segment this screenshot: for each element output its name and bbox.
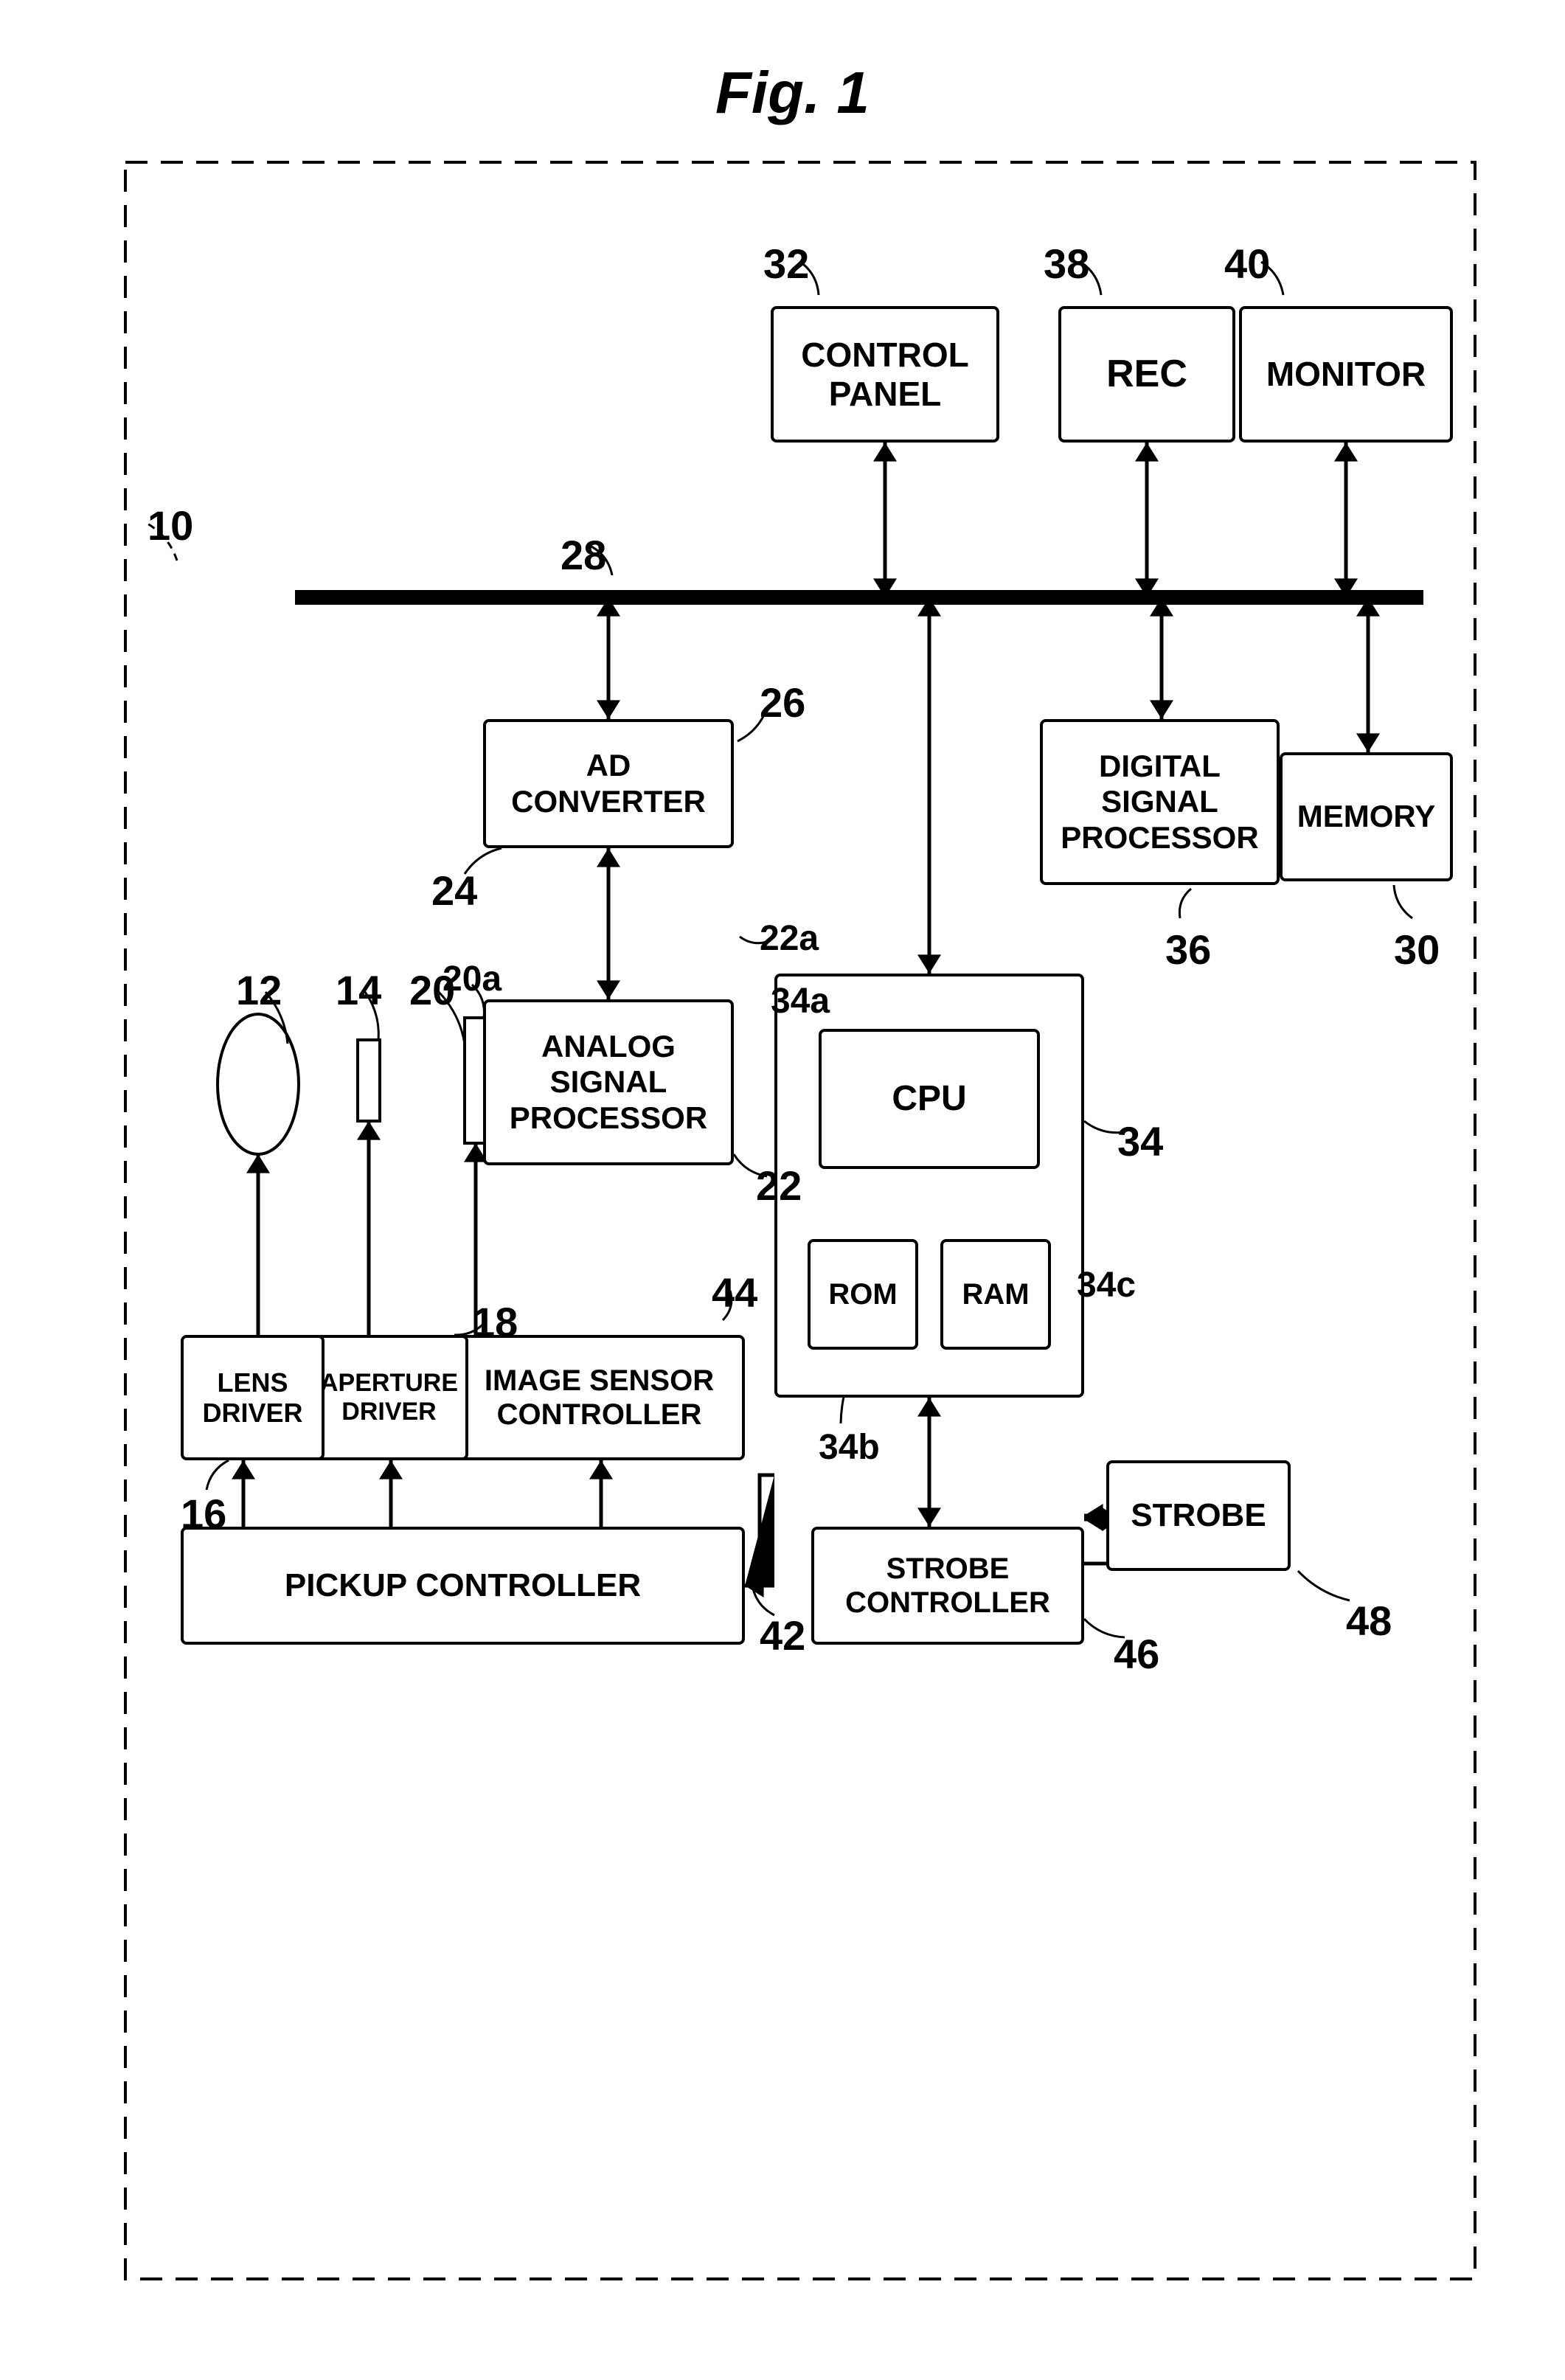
ref-label-26: 26 [760,679,805,726]
arrow-head [1135,443,1159,462]
component-aperture [358,1040,380,1121]
block-img_ctrl: IMAGE SENSORCONTROLLER [454,1335,745,1460]
ref-label-34b: 34b [819,1427,880,1468]
ref-label-28: 28 [561,531,606,579]
arrow-head [1084,1508,1103,1531]
leader-line [207,1460,229,1490]
ref-label-18: 18 [472,1298,518,1346]
arrow-head [873,443,897,462]
block-dsp: DIGITALSIGNALPROCESSOR [1040,719,1280,885]
ref-label-48: 48 [1346,1597,1392,1645]
connector-mcu-pickup [745,1475,774,1586]
block-monitor: MONITOR [1239,306,1453,443]
arrow-head [1356,597,1380,617]
lens-icon [218,1014,299,1154]
ref-label-16: 16 [181,1490,226,1538]
arrow-head [1150,700,1173,719]
ref-label-38: 38 [1044,240,1089,288]
block-rom: ROM [808,1239,918,1350]
arrow-head [379,1460,403,1479]
arrow-head [589,1460,613,1479]
leader-line [1298,1571,1350,1600]
arrow-head [1135,578,1159,597]
arrow-head [1356,733,1380,752]
ref-label-14: 14 [336,966,381,1014]
ref-label-30: 30 [1394,926,1440,974]
ref-label-42: 42 [760,1611,805,1659]
leader-line [1179,889,1191,918]
ref-label-44: 44 [712,1269,757,1316]
block-strobe_ctrl: STROBECONTROLLER [811,1527,1084,1645]
leader-line [1394,885,1412,918]
arrow-head [246,1154,270,1173]
arrow-head [357,1121,381,1140]
ref-label-34a: 34a [771,981,830,1021]
arrow-head [873,578,897,597]
block-ram: RAM [940,1239,1051,1350]
arrow-head [232,1460,255,1479]
block-memory: MEMORY [1280,752,1453,881]
arrow-head [597,597,620,617]
ref-label-32: 32 [763,240,809,288]
block-aperture_drv: APERTUREDRIVER [310,1335,468,1460]
ref-label-22: 22 [756,1162,802,1210]
ref-label-12: 12 [236,966,282,1014]
arrow-head [745,1574,764,1597]
ref-label-46: 46 [1114,1630,1159,1678]
arrow-head [1150,597,1173,617]
ref-label-34c: 34c [1077,1265,1136,1305]
block-cpu: CPU [819,1029,1040,1169]
block-strobe: STROBE [1106,1460,1291,1571]
arrow-head [1334,578,1358,597]
ref-label-34: 34 [1117,1117,1163,1165]
ref-label-10: 10 [148,502,193,549]
arrow-head [1334,443,1358,462]
ref-label-40: 40 [1224,240,1270,288]
block-ad_conv: ADCONVERTER [483,719,734,848]
arrow-head [917,954,941,974]
arrow-head [1084,1504,1103,1527]
ref-label-24: 24 [431,867,477,915]
arrow-head [917,1508,941,1527]
ref-label-22a: 22a [760,918,819,959]
leader-line [752,1586,774,1615]
block-analog: ANALOGSIGNALPROCESSOR [483,999,734,1165]
arrow-head [597,848,620,867]
ref-label-36: 36 [1165,926,1211,974]
ref-label-20: 20 [409,966,455,1014]
arrow-head [597,980,620,999]
block-control_panel: CONTROLPANEL [771,306,999,443]
arrow-head [917,1398,941,1417]
arrow-head [597,700,620,719]
block-rec: REC [1058,306,1235,443]
block-lens_drv: LENSDRIVER [181,1335,325,1460]
block-pickup: PICKUP CONTROLLER [181,1527,745,1645]
figure-title: Fig. 1 [715,59,870,127]
arrow-head [917,597,941,617]
